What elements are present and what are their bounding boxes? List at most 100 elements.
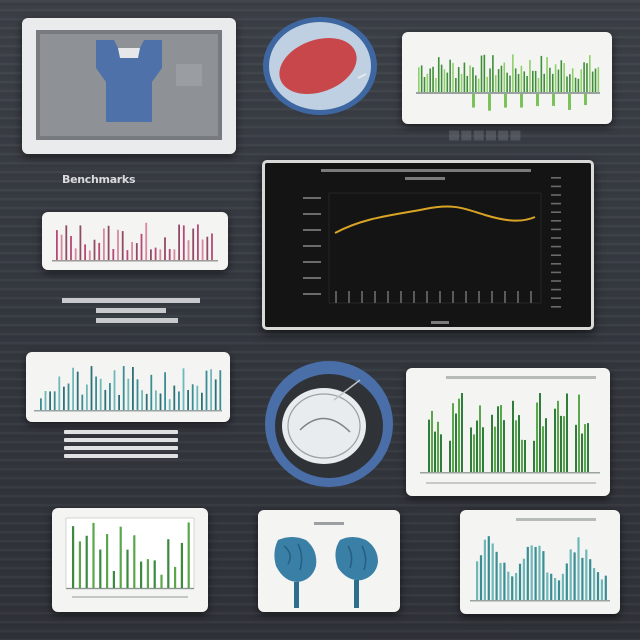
magenta-bar	[103, 228, 105, 260]
bottom-green-bar	[146, 559, 149, 588]
green-bar	[537, 77, 540, 92]
magenta-bar-chart	[52, 222, 218, 262]
teal-bar	[136, 379, 139, 410]
teal-bar	[122, 366, 125, 410]
green-bar	[443, 69, 446, 92]
teal-bar	[187, 390, 189, 410]
teal-bar	[44, 391, 47, 410]
wave-bar	[565, 563, 568, 600]
magenta-bar	[187, 240, 190, 260]
x-tick	[530, 291, 532, 303]
bottom-green-bar	[126, 549, 129, 588]
bottom-green-card[interactable]	[52, 508, 208, 612]
green-bar	[455, 78, 457, 92]
magenta-bar	[159, 249, 162, 260]
wave-bar	[507, 571, 510, 600]
bottom-green-bar	[140, 561, 143, 588]
comb-bar	[452, 403, 454, 472]
x-tick	[335, 291, 337, 303]
green-bar	[523, 71, 526, 92]
teal-wave-card[interactable]	[460, 510, 620, 614]
green-drop	[568, 94, 571, 110]
teal-bar-card[interactable]	[26, 352, 230, 422]
wave-bar	[515, 572, 518, 600]
magenta-bar	[197, 224, 199, 260]
wave-bar	[581, 557, 584, 600]
line-chart	[303, 169, 561, 324]
y-tick	[303, 261, 321, 263]
comb-bar	[587, 423, 589, 472]
magenta-bar	[112, 248, 115, 260]
bottom-green-bar	[160, 574, 163, 588]
teal-bar	[191, 384, 194, 410]
green-bar	[429, 68, 431, 92]
comb-bar	[491, 414, 493, 472]
green-bar	[469, 65, 471, 92]
wave-bar	[593, 568, 596, 600]
magenta-bar-card[interactable]	[42, 212, 228, 270]
comb-bar	[539, 393, 541, 472]
teal-bar	[173, 385, 176, 410]
comb-bar	[437, 421, 439, 472]
comb-bar	[545, 418, 547, 472]
x-tick	[413, 291, 415, 303]
teal-bar	[141, 390, 143, 410]
comb-bar	[566, 393, 568, 472]
wave-bar	[511, 576, 514, 600]
legend-stripes	[64, 430, 178, 470]
wave-bar	[479, 555, 483, 600]
wave-bar	[561, 573, 564, 600]
right-tick	[551, 254, 561, 256]
wave-bar	[573, 552, 576, 600]
green-drop	[488, 94, 491, 111]
comb-bar	[512, 400, 514, 472]
bottom-green-bar	[133, 535, 136, 588]
green-bar	[532, 70, 534, 92]
green-bar	[452, 62, 454, 92]
photo-card[interactable]	[22, 18, 236, 154]
x-tick	[452, 291, 454, 303]
teal-bar	[90, 366, 93, 410]
bottom-green-bar	[85, 535, 88, 588]
green-bar	[477, 78, 480, 92]
magenta-bar	[154, 247, 157, 260]
green-bar	[560, 60, 563, 92]
green-bar	[580, 69, 583, 92]
y-tick	[303, 197, 321, 199]
comb-bar	[479, 405, 481, 472]
globe-circle[interactable]	[264, 360, 394, 488]
green-bar	[494, 75, 497, 92]
comb-bar	[533, 440, 535, 472]
green-bar	[492, 55, 494, 92]
magenta-bar	[74, 248, 77, 260]
right-tick	[551, 306, 561, 308]
brain-card[interactable]	[258, 510, 400, 612]
teal-bar	[95, 376, 97, 410]
green-bar	[449, 59, 451, 92]
wave-bar	[557, 580, 561, 600]
teal-bar	[155, 390, 157, 410]
green-bar	[583, 62, 585, 92]
wave-bar	[538, 545, 541, 600]
x-tick	[361, 291, 363, 303]
line-chart-monitor[interactable]	[262, 160, 594, 330]
brain-icon	[274, 522, 378, 608]
teal-bar	[150, 374, 153, 410]
y-tick	[303, 277, 321, 279]
wave-bar	[503, 562, 506, 600]
green-bar	[512, 54, 514, 92]
right-tick	[551, 211, 561, 213]
green-drop	[472, 94, 475, 108]
teal-bar	[76, 371, 79, 410]
green-drop	[584, 94, 587, 106]
pie-circle[interactable]	[262, 16, 378, 116]
sphere-icon	[265, 361, 393, 487]
green-bar	[540, 55, 543, 92]
teal-bar	[118, 394, 120, 410]
comb-bar	[524, 439, 526, 472]
wave-bar	[499, 562, 502, 600]
green-comb-card[interactable]	[406, 368, 610, 496]
magenta-bar	[121, 231, 124, 260]
green-bar-card[interactable]	[402, 32, 612, 124]
red-oval-chart-icon	[263, 17, 377, 115]
